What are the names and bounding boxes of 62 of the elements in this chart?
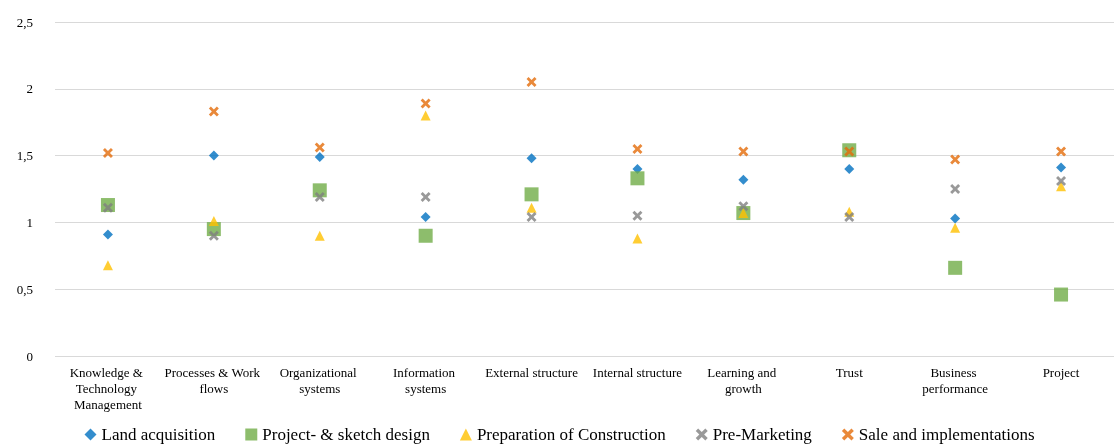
point xyxy=(102,260,113,271)
point xyxy=(1056,181,1067,192)
point xyxy=(208,106,219,117)
point xyxy=(420,212,431,223)
point xyxy=(632,233,643,244)
x-tick-label: Learning and growth xyxy=(707,364,780,396)
legend-label: Sale and implementations xyxy=(858,425,1035,444)
x-tick-label: Project xyxy=(1042,364,1080,380)
point xyxy=(526,77,537,88)
point xyxy=(738,201,749,212)
point xyxy=(1056,175,1067,186)
point xyxy=(948,260,963,275)
x-tick-label: Business performance xyxy=(922,364,989,396)
point xyxy=(208,230,219,241)
y-tick-label: 2,5 xyxy=(16,14,33,30)
x-tick-label: Knowledge & Technology Management xyxy=(69,364,147,412)
point xyxy=(950,222,961,233)
point xyxy=(418,228,433,243)
point xyxy=(632,210,643,221)
point xyxy=(630,171,645,186)
legend-label: Preparation of Construction xyxy=(476,425,667,444)
point xyxy=(526,202,537,213)
point xyxy=(208,150,219,161)
point xyxy=(314,151,325,162)
point xyxy=(950,213,961,224)
y-tick-label: 2 xyxy=(26,81,33,97)
point xyxy=(950,154,961,165)
point xyxy=(632,143,643,154)
point xyxy=(420,110,431,121)
x-tick-label: Information systems xyxy=(392,364,459,396)
point xyxy=(526,153,537,164)
point xyxy=(420,98,431,109)
point xyxy=(738,146,749,157)
point xyxy=(738,174,749,185)
x-tick-label: Organizational systems xyxy=(279,364,360,396)
y-tick-label: 1 xyxy=(26,214,33,230)
point xyxy=(526,212,537,223)
point xyxy=(524,187,539,202)
point xyxy=(1054,287,1069,302)
point xyxy=(950,184,961,194)
x-tick-label: Processes & Work flows xyxy=(164,364,264,396)
point xyxy=(844,163,855,174)
legend-label: Pre-Marketing xyxy=(712,425,813,444)
legend-label: Project- & sketch design xyxy=(262,425,431,444)
point xyxy=(1056,162,1067,173)
point xyxy=(314,230,325,241)
point xyxy=(208,216,219,227)
point xyxy=(102,202,113,213)
y-tick-label: 0 xyxy=(26,348,33,364)
y-tick-label: 1,5 xyxy=(16,148,33,164)
x-tick-label: Internal structure xyxy=(592,364,683,380)
x-tick-label: Trust xyxy=(835,364,864,380)
y-tick-label: 0,5 xyxy=(16,281,33,297)
point xyxy=(420,192,431,203)
legend-label: Land acquisition xyxy=(101,425,216,444)
point xyxy=(102,229,113,240)
point xyxy=(314,192,325,203)
point xyxy=(314,142,325,153)
point xyxy=(1056,146,1067,157)
x-tick-label: External structure xyxy=(485,364,579,380)
point xyxy=(102,147,113,158)
point xyxy=(844,212,855,223)
